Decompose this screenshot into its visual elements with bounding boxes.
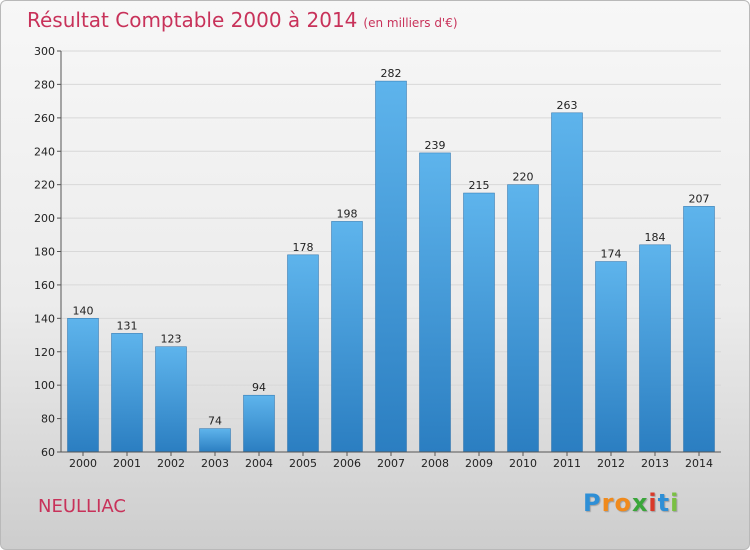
bar-2007 — [375, 80, 407, 453]
bar-2002 — [155, 346, 187, 453]
y-tick-label: 220 — [34, 179, 55, 192]
bar-2000 — [67, 318, 99, 453]
y-tick-label: 180 — [34, 246, 55, 259]
x-tick-label: 2009 — [465, 457, 493, 470]
logo-letter: t — [657, 489, 671, 517]
logo-letter: x — [631, 489, 649, 517]
logo-letter: r — [601, 489, 615, 517]
x-tick-label: 2004 — [245, 457, 273, 470]
bar-value-label: 184 — [645, 231, 666, 244]
y-tick-label: 200 — [34, 212, 55, 225]
y-tick-label: 140 — [34, 312, 55, 325]
proxiti-logo[interactable]: Proxiti — [583, 489, 679, 517]
bar-2004 — [243, 394, 275, 453]
bar-2003 — [199, 428, 231, 453]
labels: 60 80 100 120 140 160 180 200 220 240 260 280 300 140… — [34, 45, 713, 470]
y-tick-label: 300 — [34, 45, 55, 58]
y-tick-label: 120 — [34, 346, 55, 359]
logo-letter: P — [583, 489, 602, 517]
x-tick-label: 2006 — [333, 457, 361, 470]
x-tick-label: 2008 — [421, 457, 449, 470]
bar-2005 — [287, 254, 319, 453]
bar-value-label: 174 — [601, 248, 622, 261]
bar-2011 — [551, 112, 583, 453]
y-tick-label: 80 — [41, 413, 55, 426]
y-tick-label: 60 — [41, 446, 55, 459]
x-tick-label: 2011 — [553, 457, 581, 470]
bar-2006 — [331, 221, 363, 453]
bar-value-label: 207 — [689, 192, 710, 205]
bar-value-label: 131 — [117, 319, 138, 332]
x-tick-label: 2014 — [685, 457, 713, 470]
bar-2010 — [507, 184, 539, 453]
logo-letter: o — [614, 489, 632, 517]
bar-value-label: 215 — [469, 179, 490, 192]
bar-value-label: 74 — [208, 415, 222, 428]
bar-value-label: 94 — [252, 381, 266, 394]
bar-2008 — [419, 152, 451, 453]
y-tick-label: 100 — [34, 379, 55, 392]
chart-unit-text: (en milliers d'€) — [363, 16, 458, 30]
x-tick-label: 2000 — [69, 457, 97, 470]
logo-letter: i — [648, 489, 658, 517]
bar-value-label: 282 — [381, 67, 402, 80]
bar-2009 — [463, 192, 495, 453]
y-tick-label: 240 — [34, 145, 55, 158]
y-tick-label: 260 — [34, 112, 55, 125]
bar-value-label: 178 — [293, 241, 314, 254]
y-tick-label: 160 — [34, 279, 55, 292]
x-tick-label: 2007 — [377, 457, 405, 470]
chart-title: Résultat Comptable 2000 à 2014 (en millie… — [27, 8, 458, 32]
bar-value-label: 220 — [513, 171, 534, 184]
x-tick-label: 2010 — [509, 457, 537, 470]
logo-letter: i — [670, 489, 680, 517]
chart-title-text: Résultat Comptable 2000 à 2014 — [27, 8, 358, 32]
bar-2013 — [639, 244, 671, 453]
axes — [57, 50, 721, 456]
bar-2001 — [111, 333, 143, 453]
bar-value-label: 198 — [337, 207, 358, 220]
y-tick-label: 280 — [34, 78, 55, 91]
bar-value-label: 140 — [73, 304, 94, 317]
x-tick-label: 2013 — [641, 457, 669, 470]
bars — [67, 80, 715, 453]
commune-name: NEULLIAC — [38, 496, 126, 517]
x-tick-label: 2002 — [157, 457, 185, 470]
bar-value-label: 123 — [161, 333, 182, 346]
bar-2012 — [595, 261, 627, 453]
bar-2014 — [683, 206, 715, 453]
bar-value-label: 263 — [557, 99, 578, 112]
x-tick-label: 2012 — [597, 457, 625, 470]
bar-value-label: 239 — [425, 139, 446, 152]
x-tick-label: 2001 — [113, 457, 141, 470]
x-tick-label: 2005 — [289, 457, 317, 470]
x-tick-label: 2003 — [201, 457, 229, 470]
